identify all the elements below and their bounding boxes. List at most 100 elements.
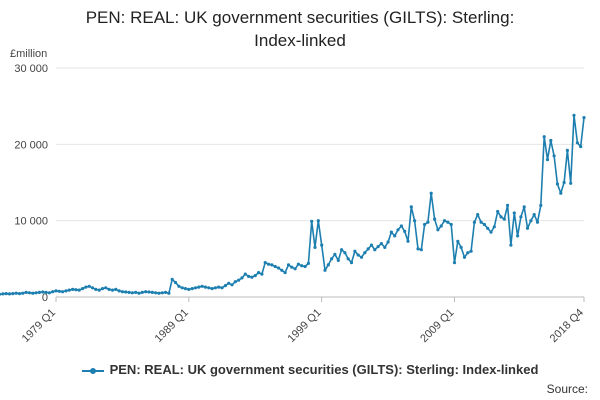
series-point	[130, 291, 134, 295]
series-point	[127, 290, 131, 294]
series-point	[237, 278, 241, 282]
series-point	[71, 287, 75, 291]
series-point	[522, 205, 526, 209]
series-point	[436, 228, 440, 232]
x-tick-label: 1999 Q1	[285, 307, 323, 345]
series-point	[160, 291, 164, 295]
series-point	[150, 290, 154, 294]
legend[interactable]: PEN: REAL: UK government securities (GIL…	[50, 362, 570, 377]
series-point	[492, 225, 496, 229]
series-point	[154, 291, 158, 295]
series-point	[413, 219, 417, 223]
series-point	[90, 286, 95, 290]
series-point	[506, 203, 510, 207]
y-tick-label: 30 000	[14, 63, 48, 75]
series-point	[340, 248, 344, 252]
series-point	[353, 249, 357, 253]
series-point	[124, 290, 128, 294]
series-point	[356, 253, 360, 257]
chart-title: PEN: REAL: UK government securities (GIL…	[0, 6, 600, 52]
series-point	[250, 275, 254, 279]
series-point	[499, 215, 503, 219]
series-point	[423, 222, 427, 227]
series-point	[582, 116, 586, 120]
series-point	[213, 286, 217, 290]
legend-series-swatch	[81, 366, 104, 376]
series-point	[170, 277, 174, 281]
series-point	[167, 291, 171, 295]
series-point	[200, 284, 204, 288]
series-point	[286, 263, 291, 267]
series-point	[502, 217, 506, 221]
series-point	[310, 219, 314, 223]
series-point	[37, 290, 42, 294]
series-point	[64, 289, 68, 293]
series-point	[257, 271, 261, 275]
series-point	[476, 213, 480, 217]
series-point	[1, 292, 5, 296]
series-point	[472, 220, 476, 224]
series-point	[452, 261, 457, 265]
x-tick-label: 1989 Q1	[153, 307, 191, 345]
series-point	[579, 145, 583, 149]
series-point	[54, 289, 58, 293]
y-tick-label: 20 000	[14, 139, 48, 151]
series-point	[263, 261, 267, 265]
series-point	[512, 211, 516, 215]
series-point	[525, 226, 530, 230]
series-point	[466, 251, 470, 255]
series-point	[456, 239, 460, 243]
series-point	[363, 251, 367, 255]
series-point	[280, 268, 284, 272]
series-point	[253, 274, 257, 278]
series-point	[349, 261, 354, 265]
series-point	[144, 290, 148, 294]
series-point	[336, 258, 340, 262]
series-point	[61, 290, 65, 294]
series-point	[439, 224, 443, 228]
series-point	[0, 292, 2, 296]
series-point	[187, 287, 191, 291]
series-point	[17, 292, 22, 296]
x-tick-label: 2009 Q1	[418, 307, 456, 345]
series-point	[157, 291, 161, 295]
series-point	[320, 243, 324, 247]
series-point	[326, 263, 330, 267]
series-point	[140, 290, 144, 294]
series-point	[247, 274, 251, 278]
series-point	[303, 264, 307, 269]
series-point	[173, 280, 178, 285]
series-point	[482, 222, 486, 227]
chart-title-line-1: PEN: REAL: UK government securities (GIL…	[85, 8, 515, 27]
series-point	[207, 286, 211, 290]
series-point	[559, 191, 563, 195]
legend-series-label: PEN: REAL: UK government securities (GIL…	[109, 362, 539, 377]
series-point	[84, 285, 88, 289]
series-point	[230, 283, 234, 287]
series-point	[509, 243, 513, 247]
series-point	[532, 213, 536, 217]
series-point	[67, 288, 71, 292]
series-point	[296, 262, 300, 266]
series-point	[220, 286, 224, 290]
y-tick-label: 10 000	[14, 216, 48, 228]
series-point	[516, 234, 520, 238]
series-point	[11, 292, 15, 296]
series-point	[97, 288, 101, 292]
series-point	[496, 209, 500, 214]
series-point	[539, 203, 543, 207]
series-point	[562, 180, 566, 185]
series-point	[446, 220, 450, 224]
series-point	[21, 291, 25, 295]
series-point	[87, 284, 91, 288]
series-point	[24, 290, 28, 294]
series-point	[486, 226, 490, 230]
x-tick-label: 1979 Q1	[20, 307, 58, 345]
series-point	[373, 248, 377, 252]
y-tick-label: 0	[42, 292, 48, 304]
series-point	[386, 240, 390, 244]
series-point	[41, 290, 45, 294]
series-point	[542, 135, 546, 139]
series-line	[0, 114, 585, 296]
